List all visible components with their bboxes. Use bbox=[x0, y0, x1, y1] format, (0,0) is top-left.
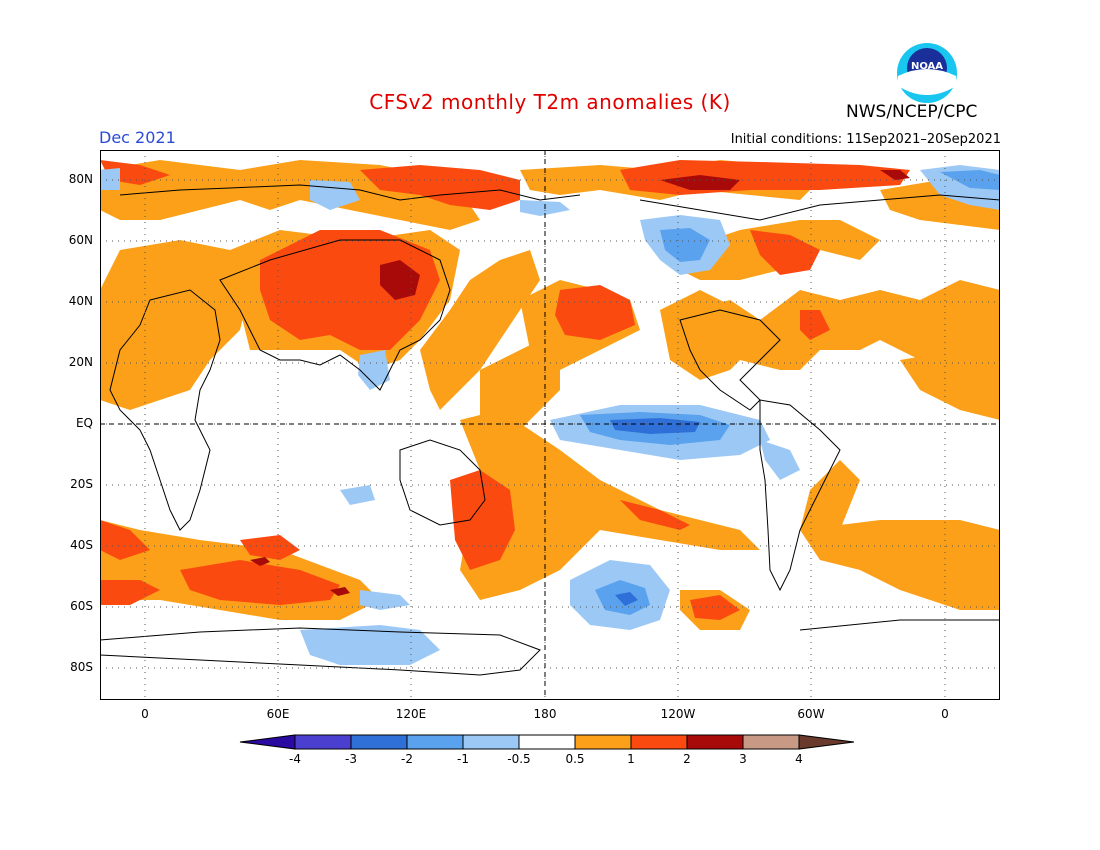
anomaly-map bbox=[100, 150, 1000, 700]
colorbar-max-arrow bbox=[798, 734, 855, 750]
lat-label: 80S bbox=[70, 660, 93, 674]
lon-label: 0 bbox=[941, 707, 949, 721]
lon-label: 120W bbox=[660, 707, 696, 721]
noaa-logo: NOAA bbox=[897, 43, 957, 103]
colorbar-bin bbox=[742, 734, 800, 750]
colorbar-bin bbox=[406, 734, 464, 750]
forecast-month-label: Dec 2021 bbox=[99, 128, 176, 147]
agency-label: NWS/NCEP/CPC bbox=[846, 102, 978, 122]
initial-conditions-label: Initial conditions: 11Sep2021–20Sep2021 bbox=[730, 132, 1001, 147]
lat-label: 80N bbox=[68, 172, 93, 186]
colorbar-bin bbox=[350, 734, 408, 750]
colorbar-min-arrow bbox=[239, 734, 296, 750]
colorbar-label: 2 bbox=[683, 752, 691, 766]
logo-text: NOAA bbox=[911, 61, 943, 72]
graticule bbox=[100, 150, 1000, 700]
colorbar-label: 1 bbox=[627, 752, 635, 766]
lat-label: 20N bbox=[68, 355, 93, 369]
lat-label: 40S bbox=[70, 538, 93, 552]
colorbar-label: 0.5 bbox=[565, 752, 585, 766]
lon-label: 60W bbox=[797, 707, 825, 721]
lon-label: 60E bbox=[266, 707, 290, 721]
colorbar-label: -2 bbox=[401, 752, 413, 766]
colorbar-label: -3 bbox=[345, 752, 357, 766]
lat-label: 20S bbox=[70, 477, 93, 491]
lat-label: EQ bbox=[75, 416, 93, 430]
anomaly-layer-1 bbox=[100, 160, 910, 620]
colorbar-label: 4 bbox=[795, 752, 803, 766]
lat-label: 60N bbox=[68, 233, 93, 247]
colorbar-bin bbox=[686, 734, 744, 750]
colorbar-bin bbox=[574, 734, 632, 750]
lon-label: 180 bbox=[533, 707, 557, 721]
colorbar-bin bbox=[518, 734, 576, 750]
anomaly-layer-minus-2 bbox=[610, 418, 700, 606]
colorbar-bin bbox=[294, 734, 352, 750]
colorbar-label: 3 bbox=[739, 752, 747, 766]
colorbar bbox=[239, 734, 855, 750]
colorbar-label: -1 bbox=[457, 752, 469, 766]
colorbar-bin bbox=[630, 734, 688, 750]
lon-label: 120E bbox=[395, 707, 427, 721]
lat-label: 60S bbox=[70, 599, 93, 613]
colorbar-label: -0.5 bbox=[507, 752, 531, 766]
lon-label: 0 bbox=[141, 707, 149, 721]
colorbar-label: -4 bbox=[289, 752, 301, 766]
coastlines bbox=[100, 184, 1000, 676]
colorbar-bin bbox=[462, 734, 520, 750]
lat-label: 40N bbox=[68, 294, 93, 308]
anomaly-layer-2 bbox=[250, 170, 910, 596]
chart-title: CFSv2 monthly T2m anomalies (K) bbox=[369, 90, 731, 114]
